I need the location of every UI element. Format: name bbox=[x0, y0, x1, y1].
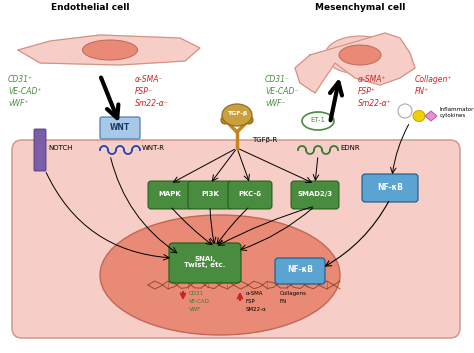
Circle shape bbox=[245, 116, 253, 124]
Text: Sm22-α⁻: Sm22-α⁻ bbox=[135, 99, 169, 108]
FancyBboxPatch shape bbox=[228, 181, 272, 209]
Polygon shape bbox=[295, 33, 415, 93]
Text: vWF⁻: vWF⁻ bbox=[265, 99, 285, 108]
Text: WNT-R: WNT-R bbox=[142, 145, 165, 151]
FancyBboxPatch shape bbox=[148, 181, 192, 209]
Text: VE-CAD: VE-CAD bbox=[189, 299, 210, 304]
Text: FSP⁻: FSP⁻ bbox=[135, 87, 153, 96]
Text: VE-CAD⁻: VE-CAD⁻ bbox=[265, 87, 298, 96]
Text: CD31: CD31 bbox=[189, 291, 204, 296]
Ellipse shape bbox=[339, 45, 381, 65]
Text: Collagen⁺: Collagen⁺ bbox=[415, 75, 452, 84]
Text: VWF: VWF bbox=[189, 307, 201, 312]
Text: Mesenchymal cell: Mesenchymal cell bbox=[315, 3, 405, 12]
Text: VE-CAD⁺: VE-CAD⁺ bbox=[8, 87, 41, 96]
FancyBboxPatch shape bbox=[34, 129, 46, 171]
Text: α-SMA: α-SMA bbox=[246, 291, 264, 296]
Text: NOTCH: NOTCH bbox=[48, 145, 73, 151]
Text: α-SMA⁻: α-SMA⁻ bbox=[135, 75, 164, 84]
Ellipse shape bbox=[222, 104, 252, 126]
Text: FN⁺: FN⁺ bbox=[415, 87, 429, 96]
Text: Sm22-α⁺: Sm22-α⁺ bbox=[358, 99, 392, 108]
Text: FSP: FSP bbox=[246, 299, 256, 304]
FancyBboxPatch shape bbox=[169, 243, 241, 283]
Text: CD31⁺: CD31⁺ bbox=[8, 75, 33, 84]
FancyBboxPatch shape bbox=[12, 140, 460, 338]
Text: CD31⁻: CD31⁻ bbox=[265, 75, 290, 84]
Text: α-SMA⁺: α-SMA⁺ bbox=[358, 75, 386, 84]
Text: SM22-α: SM22-α bbox=[246, 307, 267, 312]
Text: NF-κB: NF-κB bbox=[377, 183, 403, 191]
FancyBboxPatch shape bbox=[362, 174, 418, 202]
Text: SNAI,
Twist, etc.: SNAI, Twist, etc. bbox=[184, 256, 226, 269]
Polygon shape bbox=[425, 111, 437, 121]
Text: vWF⁺: vWF⁺ bbox=[8, 99, 28, 108]
Text: Collagens: Collagens bbox=[280, 291, 307, 296]
Text: EDNR: EDNR bbox=[340, 145, 360, 151]
Text: NF-κB: NF-κB bbox=[287, 265, 313, 275]
Text: ET-1: ET-1 bbox=[310, 117, 326, 123]
Ellipse shape bbox=[413, 110, 425, 121]
Text: TGFβ-R: TGFβ-R bbox=[252, 137, 277, 143]
Circle shape bbox=[221, 116, 229, 124]
Text: FSP⁺: FSP⁺ bbox=[358, 87, 376, 96]
Text: FN: FN bbox=[280, 299, 287, 304]
Ellipse shape bbox=[398, 104, 412, 118]
Text: SMAD2/3: SMAD2/3 bbox=[298, 191, 333, 197]
FancyBboxPatch shape bbox=[188, 181, 232, 209]
Text: WNT: WNT bbox=[110, 122, 130, 132]
Polygon shape bbox=[18, 35, 200, 65]
Ellipse shape bbox=[100, 215, 340, 335]
FancyBboxPatch shape bbox=[291, 181, 339, 209]
FancyBboxPatch shape bbox=[275, 258, 325, 284]
FancyBboxPatch shape bbox=[100, 117, 140, 139]
Text: Inflammatory
cytokines: Inflammatory cytokines bbox=[440, 107, 474, 118]
Text: PI3K: PI3K bbox=[201, 191, 219, 197]
Text: PKC-δ: PKC-δ bbox=[238, 191, 262, 197]
Ellipse shape bbox=[325, 36, 395, 74]
Text: TGF-β: TGF-β bbox=[227, 112, 247, 116]
Text: Endothelial cell: Endothelial cell bbox=[51, 3, 129, 12]
Text: MAPK: MAPK bbox=[159, 191, 182, 197]
Ellipse shape bbox=[82, 40, 137, 60]
